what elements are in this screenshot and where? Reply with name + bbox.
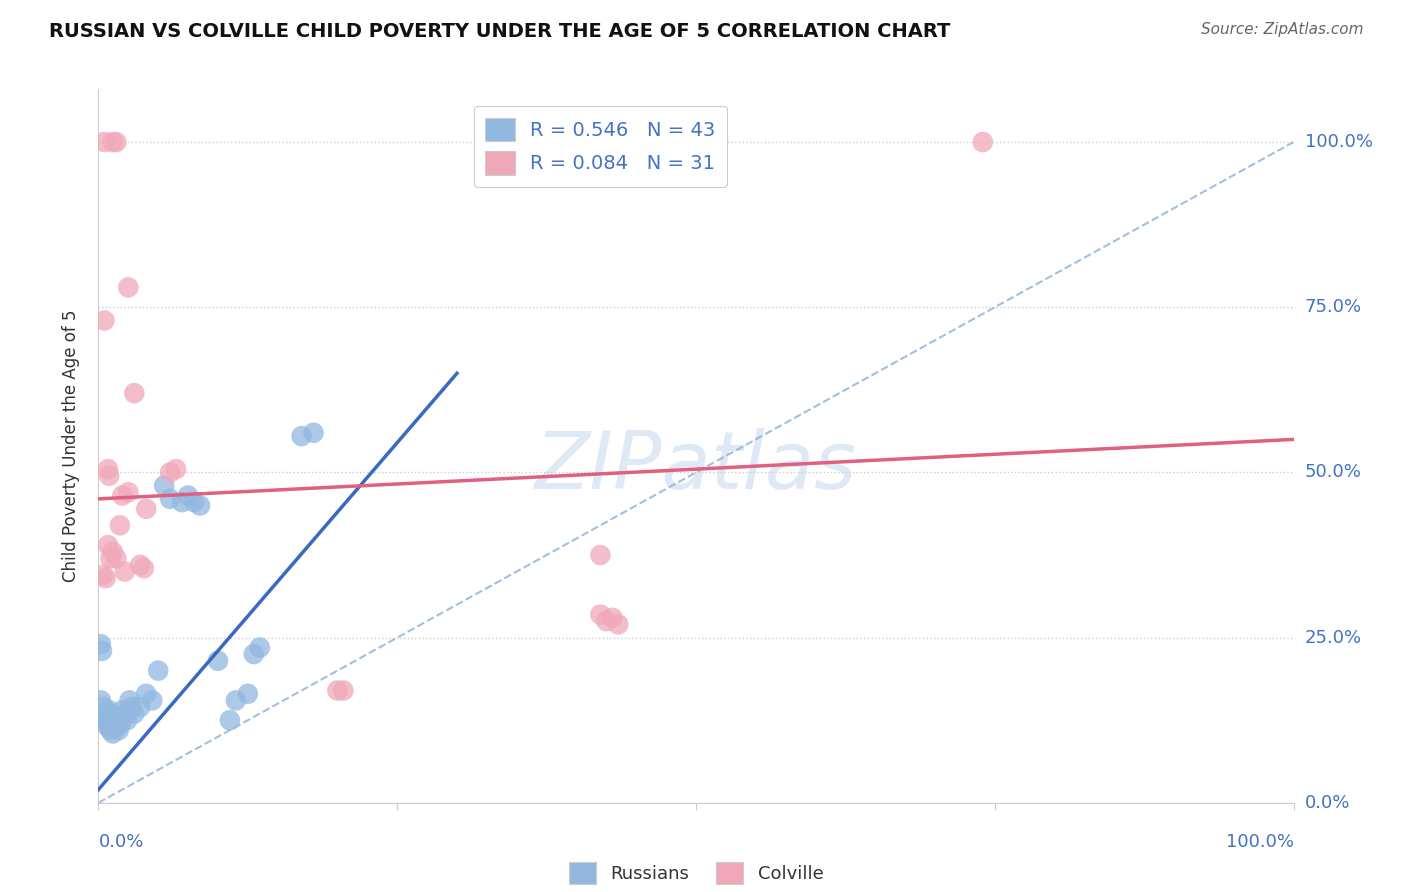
Point bbox=[91, 700, 114, 714]
Point bbox=[98, 723, 122, 738]
Point bbox=[101, 545, 124, 559]
Text: 25.0%: 25.0% bbox=[1305, 629, 1362, 647]
Point bbox=[114, 565, 136, 579]
Point bbox=[129, 700, 152, 714]
Point bbox=[219, 713, 242, 727]
Point bbox=[124, 706, 146, 721]
Legend: Russians, Colville: Russians, Colville bbox=[561, 855, 831, 891]
Point bbox=[141, 693, 163, 707]
Point bbox=[326, 683, 349, 698]
Point bbox=[97, 462, 120, 476]
Point bbox=[90, 637, 112, 651]
Point bbox=[101, 135, 124, 149]
Point bbox=[93, 710, 115, 724]
Point bbox=[236, 687, 259, 701]
Point bbox=[118, 693, 141, 707]
Point bbox=[302, 425, 325, 440]
Point bbox=[117, 485, 139, 500]
Text: 100.0%: 100.0% bbox=[1305, 133, 1372, 151]
Point bbox=[100, 706, 122, 721]
Point bbox=[94, 571, 117, 585]
Point bbox=[110, 716, 132, 731]
Point bbox=[132, 561, 155, 575]
Point bbox=[207, 654, 229, 668]
Point bbox=[108, 710, 131, 724]
Point bbox=[91, 644, 114, 658]
Text: ZIPatlas: ZIPatlas bbox=[534, 428, 858, 507]
Point bbox=[291, 429, 314, 443]
Point bbox=[159, 491, 181, 506]
Text: RUSSIAN VS COLVILLE CHILD POVERTY UNDER THE AGE OF 5 CORRELATION CHART: RUSSIAN VS COLVILLE CHILD POVERTY UNDER … bbox=[49, 22, 950, 41]
Point bbox=[98, 551, 122, 566]
Point bbox=[91, 567, 114, 582]
Point bbox=[101, 726, 124, 740]
Point bbox=[108, 518, 131, 533]
Point bbox=[96, 716, 118, 731]
Point bbox=[107, 713, 129, 727]
Point bbox=[104, 716, 127, 731]
Point bbox=[159, 466, 181, 480]
Point bbox=[90, 693, 112, 707]
Point bbox=[93, 135, 115, 149]
Point bbox=[111, 703, 134, 717]
Point bbox=[332, 683, 354, 698]
Point bbox=[135, 687, 157, 701]
Text: 50.0%: 50.0% bbox=[1305, 464, 1361, 482]
Point bbox=[98, 703, 121, 717]
Point bbox=[107, 723, 129, 738]
Point bbox=[188, 499, 211, 513]
Point bbox=[115, 713, 138, 727]
Point bbox=[243, 647, 266, 661]
Point bbox=[249, 640, 271, 655]
Text: Source: ZipAtlas.com: Source: ZipAtlas.com bbox=[1201, 22, 1364, 37]
Point bbox=[124, 386, 146, 401]
Point bbox=[117, 280, 139, 294]
Point bbox=[105, 135, 128, 149]
Point bbox=[607, 617, 630, 632]
Point bbox=[98, 468, 121, 483]
Point bbox=[177, 489, 200, 503]
Point bbox=[595, 614, 617, 628]
Point bbox=[153, 478, 176, 492]
Point bbox=[135, 501, 157, 516]
Point bbox=[148, 664, 170, 678]
Point bbox=[129, 558, 152, 572]
Point bbox=[121, 700, 143, 714]
Point bbox=[94, 713, 117, 727]
Text: 0.0%: 0.0% bbox=[98, 833, 143, 851]
Point bbox=[97, 720, 120, 734]
Y-axis label: Child Poverty Under the Age of 5: Child Poverty Under the Age of 5 bbox=[62, 310, 80, 582]
Text: 0.0%: 0.0% bbox=[1305, 794, 1350, 812]
Point bbox=[114, 706, 136, 721]
Point bbox=[105, 551, 128, 566]
Point bbox=[93, 313, 115, 327]
Point bbox=[105, 720, 128, 734]
Point bbox=[589, 607, 612, 622]
Point bbox=[972, 135, 994, 149]
Point bbox=[165, 462, 187, 476]
Point bbox=[589, 548, 612, 562]
Point bbox=[103, 710, 125, 724]
Text: 75.0%: 75.0% bbox=[1305, 298, 1362, 317]
Text: 100.0%: 100.0% bbox=[1226, 833, 1294, 851]
Point bbox=[183, 495, 205, 509]
Point bbox=[602, 611, 624, 625]
Point bbox=[111, 489, 134, 503]
Point bbox=[97, 538, 120, 552]
Point bbox=[225, 693, 247, 707]
Point bbox=[172, 495, 194, 509]
